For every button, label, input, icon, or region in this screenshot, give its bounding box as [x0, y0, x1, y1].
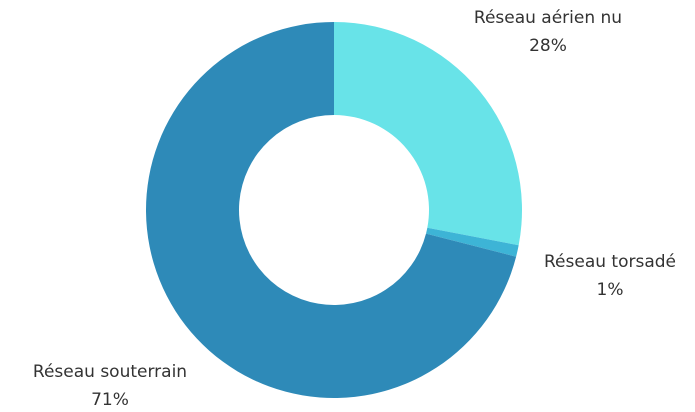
slice-label: Réseau souterrain: [33, 362, 187, 382]
donut-slice: [426, 227, 519, 257]
donut-slice: [145, 22, 517, 398]
slice-value-label: 71%: [91, 390, 129, 410]
slice-label: Réseau aérien nu: [474, 8, 622, 28]
slice-label: Réseau torsadé: [544, 252, 676, 272]
slice-value-label: 28%: [529, 36, 567, 56]
slice-value-label: 1%: [597, 280, 624, 300]
donut-slice: [334, 22, 522, 246]
